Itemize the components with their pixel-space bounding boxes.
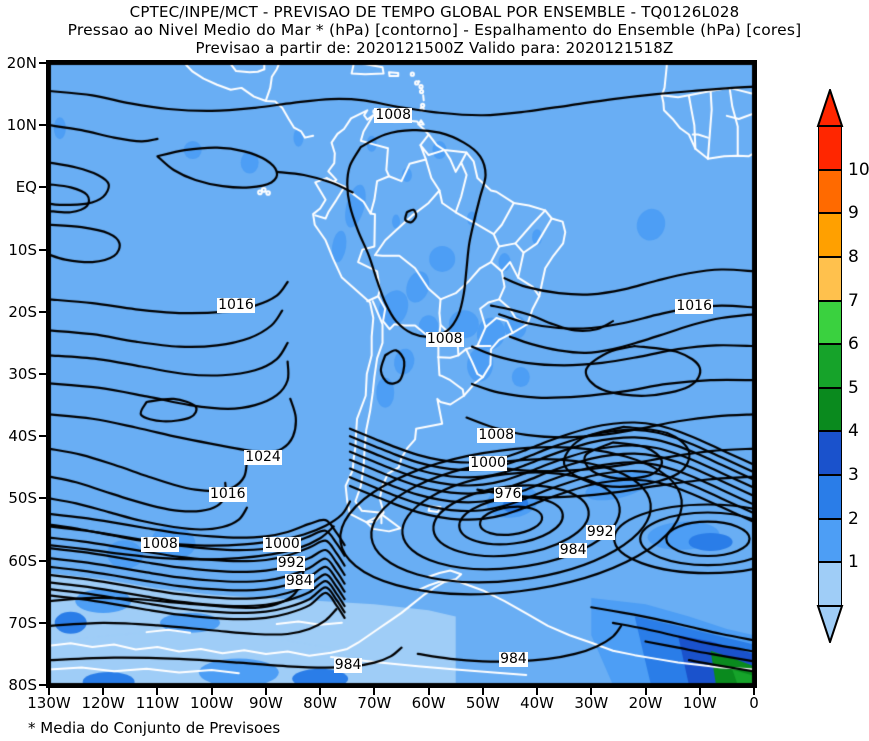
y-tick-mark (39, 621, 46, 624)
colorbar-arrow-top (818, 90, 842, 126)
contour-label: 976 (493, 486, 523, 503)
y-axis-label-60s: 60S (8, 551, 37, 570)
contour-label: 1016 (675, 298, 713, 315)
colorbar-band (818, 518, 842, 563)
y-axis-label-80s: 80S (8, 676, 37, 694)
x-axis-label-40w: 40W (520, 694, 555, 712)
contour-label: 1008 (141, 536, 179, 553)
y-axis-label-eq: EQ (15, 178, 37, 197)
y-tick-mark (39, 248, 46, 251)
contour-label: 984 (499, 651, 528, 668)
colorbar-band (818, 387, 842, 432)
y-tick-mark (39, 435, 46, 438)
contour-label: 1016 (217, 296, 255, 313)
x-axis-label-120w: 120W (81, 694, 125, 712)
contour-label: 1024 (244, 448, 282, 465)
colorbar-tick-10: 10 (848, 159, 869, 180)
colorbar-band (818, 213, 842, 257)
x-tick-mark (373, 688, 376, 695)
colorbar-tick-8: 8 (848, 246, 859, 267)
contour-label: 1016 (208, 486, 247, 503)
contour-label: 1000 (469, 455, 507, 472)
y-axis-label-50s: 50S (8, 489, 37, 508)
contour-label: 1008 (425, 330, 464, 347)
x-tick-mark (590, 688, 593, 695)
x-axis-label-10w: 10W (682, 694, 717, 712)
chart-title-sub: Pressao ao Nivel Medio do Mar * (hPa) [c… (67, 21, 802, 39)
colorbar-tick-5: 5 (848, 377, 859, 398)
colorbar-band (818, 126, 842, 170)
x-tick-mark (644, 688, 647, 695)
x-axis-label-0: 0 (749, 694, 759, 712)
chart-title-valid-time: Previsao a partir de: 2020121500Z Valido… (195, 39, 674, 57)
colorbar-band (818, 256, 842, 301)
map-plot-area (46, 60, 757, 688)
y-tick-mark (39, 684, 46, 686)
contour-label: 992 (585, 523, 615, 540)
y-axis-label-10s: 10S (8, 240, 37, 259)
x-tick-mark (481, 688, 484, 695)
x-tick-mark (427, 688, 430, 695)
colorbar-band (818, 475, 842, 519)
footnote: * Media do Conjunto de Previsoes (28, 719, 281, 737)
y-tick-mark (39, 62, 46, 64)
x-axis-label-30w: 30W (574, 694, 609, 712)
y-tick-mark (39, 310, 46, 313)
y-tick-mark (39, 559, 46, 562)
contour-label: 1008 (374, 106, 412, 123)
chart-title-main: CPTEC/INPE/MCT - PREVISAO DE TEMPO GLOBA… (129, 3, 740, 21)
y-tick-mark (39, 373, 46, 375)
colorbar-arrow-bottom (818, 606, 842, 642)
x-tick-mark (102, 688, 105, 695)
y-tick-mark (39, 497, 46, 500)
colorbar-band (818, 169, 842, 214)
contour-label: 984 (558, 542, 588, 559)
y-tick-mark (39, 124, 46, 127)
contour-label: 1000 (263, 536, 301, 553)
y-axis-label-20n: 20N (6, 54, 37, 72)
colorbar-band (818, 344, 842, 388)
weather-map-canvas (49, 63, 754, 685)
y-axis-label-70s: 70S (8, 613, 37, 632)
contour-label: 992 (276, 554, 306, 571)
x-axis-label-110w: 110W (135, 694, 180, 712)
x-axis-label-80w: 80W (303, 694, 338, 712)
y-tick-mark (39, 186, 46, 189)
colorbar-band (818, 300, 842, 345)
x-tick-mark (156, 688, 159, 695)
x-tick-mark (319, 688, 322, 695)
x-tick-mark (48, 688, 50, 695)
x-axis-label-20w: 20W (628, 694, 663, 712)
y-axis-label-20s: 20S (8, 302, 37, 321)
x-tick-mark (210, 688, 213, 695)
colorbar-band (818, 431, 842, 476)
colorbar-tick-9: 9 (848, 203, 859, 224)
x-axis-label-50w: 50W (465, 694, 500, 712)
x-axis-label-90w: 90W (248, 694, 283, 712)
contour-label: 984 (333, 657, 363, 674)
title-block: CPTEC/INPE/MCT - PREVISAO DE TEMPO GLOBA… (0, 0, 869, 58)
colorbar-tick-6: 6 (848, 334, 859, 355)
x-tick-mark (264, 688, 267, 695)
x-tick-mark (536, 688, 539, 695)
x-axis-label-60w: 60W (411, 694, 446, 712)
x-axis-label-130w: 130W (27, 694, 71, 712)
contour-label: 1008 (477, 427, 516, 444)
x-axis-label-100w: 100W (189, 694, 234, 712)
x-tick-mark (753, 688, 755, 695)
colorbar-tick-3: 3 (848, 465, 859, 486)
colorbar: 1 2 3 4 5 6 7 8 9 10 (816, 89, 869, 643)
colorbar-tick-4: 4 (848, 421, 859, 442)
colorbar-band (818, 562, 842, 606)
colorbar-tick-1: 1 (848, 552, 859, 573)
y-axis-label-10n: 10N (6, 116, 37, 135)
x-tick-mark (698, 688, 701, 695)
colorbar-tick-2: 2 (848, 508, 859, 529)
y-axis-label-40s: 40S (8, 427, 37, 446)
x-axis-label-70w: 70W (357, 694, 392, 712)
colorbar-tick-7: 7 (848, 290, 859, 311)
y-axis-label-30s: 30S (8, 365, 37, 383)
contour-label: 984 (284, 573, 314, 590)
